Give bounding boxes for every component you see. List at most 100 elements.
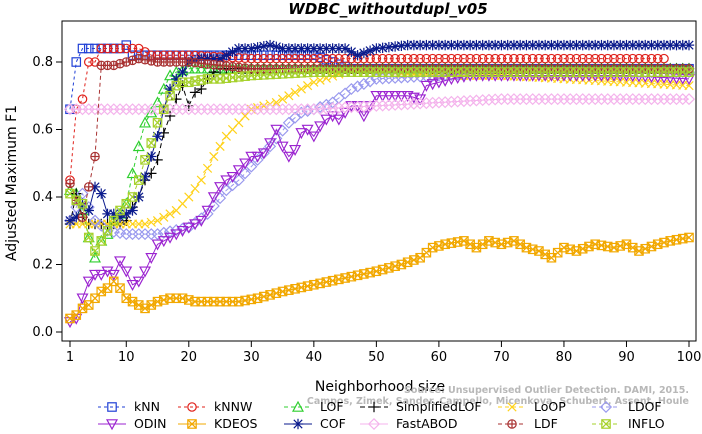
y-tick-label: 0.4 xyxy=(32,190,53,205)
data-point xyxy=(65,313,75,324)
legend-label: SimplifiedLOF xyxy=(396,399,482,414)
data-point xyxy=(65,178,75,189)
data-point xyxy=(470,94,483,107)
data-point xyxy=(146,56,157,66)
data-point xyxy=(464,94,477,107)
data-point xyxy=(171,80,182,91)
data-point xyxy=(670,73,683,85)
data-point xyxy=(170,229,183,241)
series-line xyxy=(69,48,664,181)
data-point xyxy=(282,151,295,163)
legend-label: kNN xyxy=(134,399,160,414)
data-point xyxy=(245,151,258,163)
data-point xyxy=(240,53,250,64)
y-tick-label: 0.2 xyxy=(32,258,53,273)
data-point xyxy=(382,90,395,103)
data-point xyxy=(277,94,288,104)
x-tick-label: 70 xyxy=(493,350,510,365)
data-point xyxy=(451,72,464,85)
data-point xyxy=(190,183,200,194)
y-tick-label: 0.0 xyxy=(32,325,53,340)
data-point xyxy=(382,99,395,112)
data-point xyxy=(295,128,308,140)
data-point xyxy=(282,116,295,129)
legend-label: KDEOS xyxy=(214,416,258,431)
data-point xyxy=(507,419,517,429)
data-point xyxy=(189,87,201,98)
data-point xyxy=(227,61,238,72)
data-point xyxy=(71,195,82,206)
x-tick-label: 1 xyxy=(66,350,74,365)
data-point xyxy=(76,293,89,305)
legend-item-inflo: INFLO xyxy=(592,416,665,431)
watermark: Source: Unsupervised Outlier Detection. … xyxy=(307,385,689,407)
data-point xyxy=(126,167,139,179)
data-point xyxy=(489,93,502,106)
series-line xyxy=(69,237,690,319)
data-point xyxy=(296,84,306,94)
chart-title: WDBC_withoutdupl_v05 xyxy=(288,0,487,18)
data-point xyxy=(151,239,164,251)
data-point xyxy=(239,167,252,180)
data-point xyxy=(251,153,264,166)
data-point xyxy=(314,100,327,114)
data-point xyxy=(140,155,150,165)
data-point xyxy=(420,80,433,92)
data-point xyxy=(95,269,108,281)
series-kdeos xyxy=(65,232,694,324)
data-point xyxy=(195,62,208,74)
data-point xyxy=(357,100,370,113)
data-point xyxy=(414,97,427,110)
data-point xyxy=(214,182,227,194)
data-point xyxy=(215,60,225,71)
data-point xyxy=(108,276,119,287)
series-line xyxy=(70,98,689,110)
data-point xyxy=(682,74,696,86)
data-point xyxy=(577,243,588,254)
x-tick-label: 50 xyxy=(368,350,385,365)
data-point xyxy=(89,251,102,263)
data-point xyxy=(133,53,144,64)
series-line xyxy=(69,71,689,253)
data-point xyxy=(277,69,288,79)
data-point xyxy=(77,198,88,209)
legend-item-simplifiedlof: SimplifiedLOF xyxy=(360,399,482,414)
data-point xyxy=(121,293,132,304)
data-point xyxy=(476,94,489,107)
data-point xyxy=(684,81,694,91)
data-point xyxy=(534,246,544,256)
data-point xyxy=(96,43,107,54)
data-point xyxy=(307,103,320,116)
data-point xyxy=(507,402,517,412)
data-point xyxy=(332,101,345,114)
series-line xyxy=(69,71,689,235)
data-point xyxy=(351,100,364,113)
data-point xyxy=(187,419,197,429)
legend-item-ldf: LDF xyxy=(498,416,558,431)
data-point xyxy=(451,95,464,108)
data-point xyxy=(77,303,88,314)
data-point xyxy=(133,300,144,310)
data-point xyxy=(152,216,163,226)
series-cof xyxy=(64,39,695,226)
data-point xyxy=(401,98,414,111)
data-point xyxy=(83,232,94,243)
data-point xyxy=(320,102,333,115)
y-tick-label: 0.6 xyxy=(32,123,53,138)
data-point xyxy=(207,192,220,204)
data-point xyxy=(127,192,138,202)
data-point xyxy=(302,81,313,91)
watermark-line: Source: Unsupervised Outlier Detection. … xyxy=(404,385,689,396)
data-point xyxy=(289,144,302,157)
legend-label: COF xyxy=(320,416,346,431)
data-point xyxy=(189,219,202,231)
data-point xyxy=(105,419,119,431)
data-point xyxy=(127,296,138,307)
data-point xyxy=(146,138,157,148)
series-line xyxy=(69,68,689,260)
data-point xyxy=(202,59,213,69)
legend-label: LoOP xyxy=(534,399,566,414)
data-point xyxy=(376,99,389,112)
data-point xyxy=(684,232,694,243)
data-point xyxy=(640,243,651,254)
